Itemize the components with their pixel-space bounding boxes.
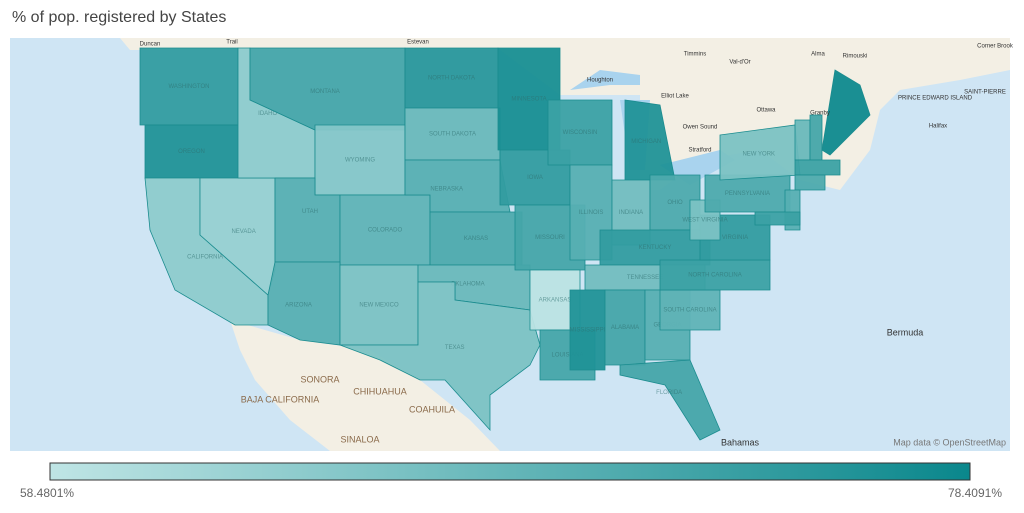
place-label: Corner Brook xyxy=(977,44,1014,50)
state-label: NORTH CAROLINA xyxy=(688,273,742,279)
state xyxy=(339,281,541,432)
great-lakes xyxy=(570,70,735,185)
state-label: OKLAHOMA xyxy=(451,282,485,288)
state-label: KENTUCKY xyxy=(639,245,672,251)
state xyxy=(794,119,811,161)
state xyxy=(754,211,801,226)
state-label: WISCONSIN xyxy=(563,130,598,136)
state-label: SOUTH CAROLINA xyxy=(663,308,716,314)
place-label: CHIHUAHUA xyxy=(353,386,407,396)
state xyxy=(794,174,826,191)
state-label: NEW MEXICO xyxy=(359,303,399,309)
place-label: Timmins xyxy=(684,52,706,58)
state-label: MICHIGAN xyxy=(631,139,661,145)
state-label: KANSAS xyxy=(464,236,488,242)
state-label: WASHINGTON xyxy=(168,84,209,90)
canada-land xyxy=(10,38,1010,190)
place-label: Elliot Lake xyxy=(661,94,689,100)
state xyxy=(267,261,341,346)
state-label: PENNSYLVANIA xyxy=(725,191,770,197)
state-label: OREGON xyxy=(178,149,205,155)
mexico-land xyxy=(230,320,500,451)
state-label: MONTANA xyxy=(310,89,340,95)
state-label: IDAHO xyxy=(258,111,277,117)
state-label: NEBRASKA xyxy=(430,187,463,193)
state-label: INDIANA xyxy=(619,210,643,216)
state-label: VIRGINIA xyxy=(722,235,748,241)
state-label: NEW YORK xyxy=(742,151,775,157)
state xyxy=(619,359,721,441)
place-label: Bermuda xyxy=(887,327,924,337)
place-label: BAJA CALIFORNIA xyxy=(241,394,320,404)
attribution: Map data © OpenStreetMap xyxy=(893,437,1006,447)
state-label: ILLINOIS xyxy=(579,210,604,216)
state-label: WEST VIRGINIA xyxy=(682,218,727,224)
place-label: PRINCE EDWARD ISLAND xyxy=(898,96,973,102)
state-label: IOWA xyxy=(527,175,543,181)
place-label: Owen Sound xyxy=(683,125,718,131)
place-label: SONORA xyxy=(300,374,339,384)
state-label: CALIFORNIA xyxy=(187,255,223,261)
state-label: WYOMING xyxy=(345,158,375,164)
state-label: MISSOURI xyxy=(535,235,565,241)
place-label: Val-d'Or xyxy=(729,60,750,66)
state-label: MISSISSIPPI xyxy=(570,328,606,334)
title: % of pop. registered by States xyxy=(12,9,226,26)
place-label: Halifax xyxy=(929,124,947,130)
place-label: Granby xyxy=(810,111,830,117)
state-label: UTAH xyxy=(302,209,318,215)
state-label: ALABAMA xyxy=(611,325,639,331)
place-label: Houghton xyxy=(587,78,613,84)
state-label: MINNESOTA xyxy=(511,97,546,103)
state-label: TENNESSEE xyxy=(627,275,663,281)
place-labels: Duncan Trail Estevan Timmins Val-d'Or Alma Rim… xyxy=(140,40,1014,448)
place-label: Estevan xyxy=(407,40,429,46)
state xyxy=(794,159,841,176)
state-label: OHIO xyxy=(667,200,683,206)
state-label: ARKANSAS xyxy=(539,298,572,304)
legend-bar xyxy=(49,462,971,481)
place-label: COAHUILA xyxy=(409,404,455,414)
state-label: NEVADA xyxy=(231,229,255,235)
place-label: Trail xyxy=(226,40,237,46)
legend-max: 78.4091% xyxy=(948,486,1002,500)
state-label: SOUTH DAKOTA xyxy=(429,132,476,138)
state-label: TEXAS xyxy=(445,345,465,351)
state-label: LOUISIANA xyxy=(551,353,583,359)
state xyxy=(821,69,871,156)
place-label: Stratford xyxy=(688,148,711,154)
state-label: NORTH DAKOTA xyxy=(428,76,475,82)
place-label: SINALOA xyxy=(340,434,379,444)
state-label: ARIZONA xyxy=(285,302,312,308)
place-label: Bahamas xyxy=(721,437,760,447)
place-label: Duncan xyxy=(140,42,161,48)
place-label: SAINT-PIERRE xyxy=(964,90,1006,96)
place-label: Alma xyxy=(811,52,825,58)
state-label: FLORIDA xyxy=(656,390,682,396)
place-label: Ottawa xyxy=(756,108,776,114)
legend-min: 58.4801% xyxy=(20,486,74,500)
state-label: COLORADO xyxy=(368,228,403,234)
states: WASHINGTON OREGON CALIFORNIA NEVADA IDAHO MON… xyxy=(139,47,871,441)
state xyxy=(569,289,606,371)
state xyxy=(809,114,823,161)
place-label: Rimouski xyxy=(843,54,868,60)
